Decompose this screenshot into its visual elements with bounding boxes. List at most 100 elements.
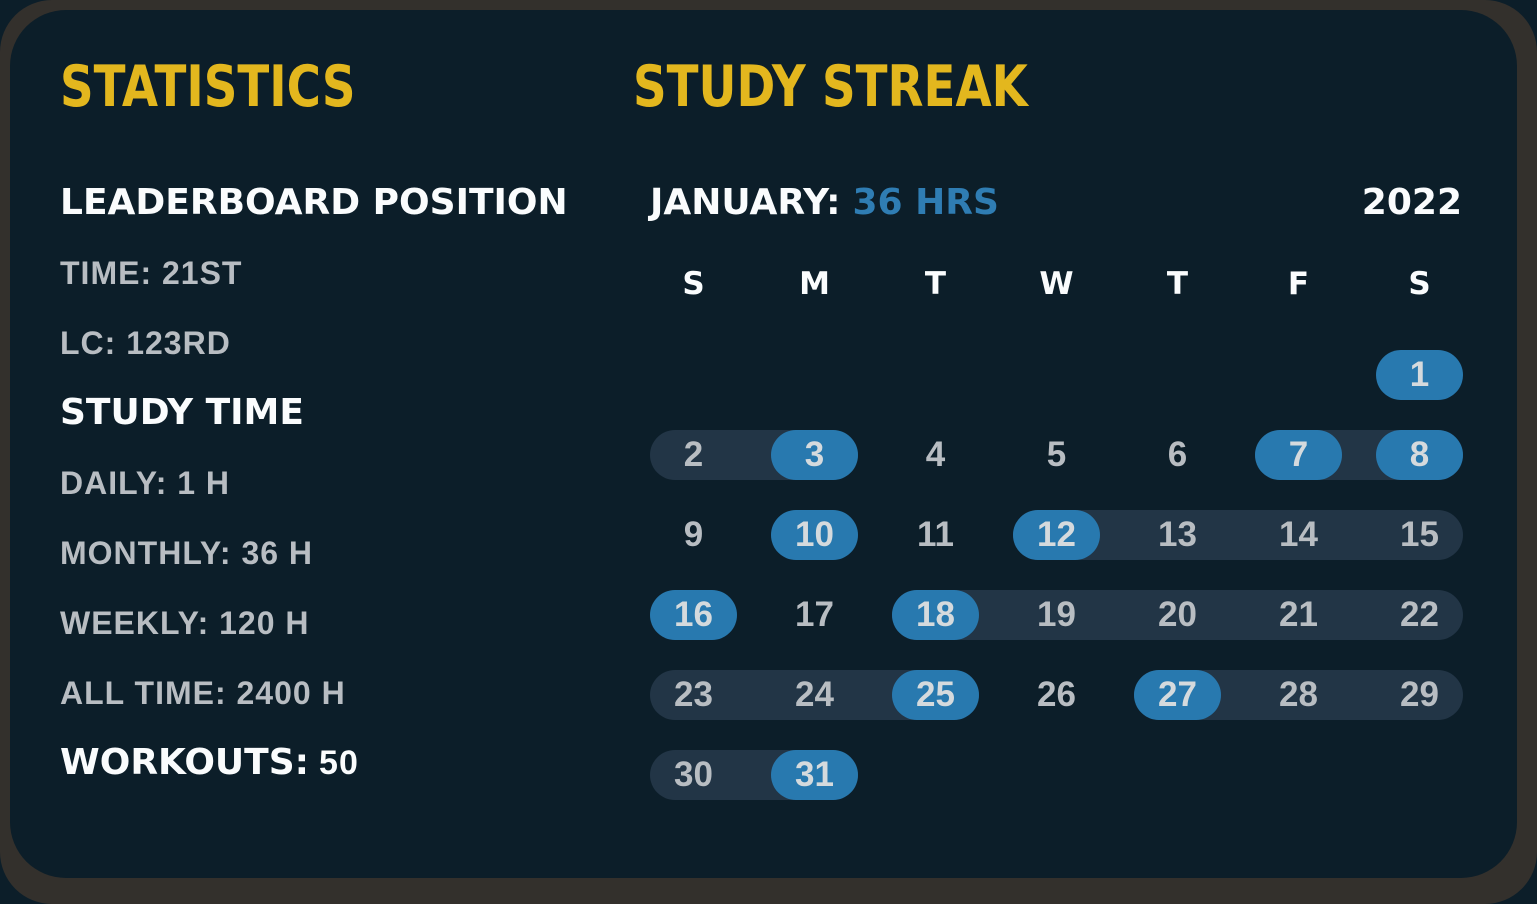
stat-label: ALL TIME: 2400 H bbox=[60, 675, 346, 711]
studied-day-pill: 25 bbox=[892, 670, 979, 720]
stat-row: WORKOUTS: 50 bbox=[60, 743, 620, 813]
calendar-day: 24 bbox=[754, 670, 875, 720]
calendar-day: 5 bbox=[996, 430, 1117, 480]
stat-row: ALL TIME: 2400 H bbox=[60, 673, 620, 743]
calendar-day: 20 bbox=[1117, 590, 1238, 640]
stats-card: STATISTICS LEADERBOARD POSITION TIME: 21S… bbox=[10, 10, 1517, 878]
day-number: 26 bbox=[1037, 675, 1076, 714]
calendar-week: 1 bbox=[633, 350, 1480, 400]
day-number: 6 bbox=[1167, 435, 1188, 474]
calendar-day: 8 bbox=[1359, 430, 1480, 480]
calendar-day-empty bbox=[996, 350, 1117, 400]
calendar-day: 23 bbox=[633, 670, 754, 720]
year-label: 2022 bbox=[1361, 182, 1462, 223]
stat-row: LC: 123RD bbox=[60, 323, 620, 393]
calendar-day: 30 bbox=[633, 750, 754, 800]
calendar-day: 16 bbox=[633, 590, 754, 640]
stat-section-heading: STUDY TIME bbox=[60, 392, 304, 433]
day-of-week-label: F bbox=[1287, 266, 1310, 302]
day-number: 13 bbox=[1158, 515, 1197, 554]
calendar-day: 3 bbox=[754, 430, 875, 480]
calendar-week: 9 10 11 12 13 14 15 bbox=[633, 510, 1480, 560]
stat-section-heading: LEADERBOARD POSITION bbox=[60, 182, 568, 223]
calendar-day-empty bbox=[1117, 750, 1238, 800]
calendar-day: 9 bbox=[633, 510, 754, 560]
calendar-week: 30 31 bbox=[633, 750, 1480, 800]
calendar-day: 15 bbox=[1359, 510, 1480, 560]
calendar-day-empty bbox=[996, 750, 1117, 800]
day-number: 14 bbox=[1279, 515, 1318, 554]
calendar-day-empty bbox=[633, 350, 754, 400]
calendar-day: 18 bbox=[875, 590, 996, 640]
studied-day-pill: 31 bbox=[771, 750, 858, 800]
calendar-day: 7 bbox=[1238, 430, 1359, 480]
day-number: 9 bbox=[683, 515, 704, 554]
calendar-day-empty bbox=[875, 350, 996, 400]
stat-row: MONTHLY: 36 H bbox=[60, 533, 620, 603]
day-number: 4 bbox=[925, 435, 946, 474]
calendar-day: 21 bbox=[1238, 590, 1359, 640]
studied-day-pill: 3 bbox=[771, 430, 858, 480]
calendar-week: 23 24 25 26 27 28 29 bbox=[633, 670, 1480, 720]
calendar-day: 2 bbox=[633, 430, 754, 480]
day-number: 22 bbox=[1400, 595, 1439, 634]
day-of-week-label: S bbox=[682, 266, 705, 302]
streak-bar bbox=[892, 590, 1463, 640]
day-number: 19 bbox=[1037, 595, 1076, 634]
stat-row: WEEKLY: 120 H bbox=[60, 603, 620, 673]
stat-row: STUDY TIME bbox=[60, 393, 620, 463]
studied-day-pill: 1 bbox=[1376, 350, 1463, 400]
stat-label: WEEKLY: 120 H bbox=[60, 605, 310, 641]
calendar-day: 19 bbox=[996, 590, 1117, 640]
calendar-day: 6 bbox=[1117, 430, 1238, 480]
stat-row: LEADERBOARD POSITION bbox=[60, 183, 620, 253]
stat-row: TIME: 21ST bbox=[60, 253, 620, 323]
statistics-rows: LEADERBOARD POSITION TIME: 21ST LC: 123RD S… bbox=[60, 183, 620, 813]
day-number: 5 bbox=[1046, 435, 1067, 474]
statistics-section: STATISTICS LEADERBOARD POSITION TIME: 21S… bbox=[60, 58, 620, 838]
studied-day-pill: 27 bbox=[1134, 670, 1221, 720]
calendar-day: 17 bbox=[754, 590, 875, 640]
calendar-day: 10 bbox=[754, 510, 875, 560]
day-number: 29 bbox=[1400, 675, 1439, 714]
day-of-week-label: W bbox=[1039, 266, 1074, 302]
day-number: 17 bbox=[795, 595, 834, 634]
day-number: 30 bbox=[674, 755, 713, 794]
month-summary-row: JANUARY: 36 HRS 2022 bbox=[650, 183, 1462, 225]
workouts-value: 50 bbox=[319, 744, 359, 782]
calendar-day-empty bbox=[754, 350, 875, 400]
calendar-day-empty bbox=[1117, 350, 1238, 400]
statistics-title: STATISTICS bbox=[60, 54, 356, 120]
day-number: 2 bbox=[683, 435, 704, 474]
day-number: 20 bbox=[1158, 595, 1197, 634]
day-of-week-label: M bbox=[799, 266, 830, 302]
study-streak-title: STUDY STREAK bbox=[633, 54, 1028, 120]
calendar-week: 16 17 18 19 20 21 22 bbox=[633, 590, 1480, 640]
calendar-day: 1 bbox=[1359, 350, 1480, 400]
calendar-day: 11 bbox=[875, 510, 996, 560]
month-label: JANUARY: bbox=[650, 182, 841, 223]
calendar-day: 14 bbox=[1238, 510, 1359, 560]
calendar-day: 12 bbox=[996, 510, 1117, 560]
day-number: 28 bbox=[1279, 675, 1318, 714]
day-number: 23 bbox=[674, 675, 713, 714]
calendar-day: 13 bbox=[1117, 510, 1238, 560]
stat-label: DAILY: 1 H bbox=[60, 465, 231, 501]
calendar-day-empty bbox=[1359, 750, 1480, 800]
day-of-week-label: S bbox=[1408, 266, 1431, 302]
studied-day-pill: 10 bbox=[771, 510, 858, 560]
stat-label: MONTHLY: 36 H bbox=[60, 535, 314, 571]
studied-day-pill: 18 bbox=[892, 590, 979, 640]
stat-label: LC: 123RD bbox=[60, 325, 231, 361]
day-number: 21 bbox=[1279, 595, 1318, 634]
calendar-day-empty bbox=[1238, 750, 1359, 800]
studied-day-pill: 7 bbox=[1255, 430, 1342, 480]
stat-row: DAILY: 1 H bbox=[60, 463, 620, 533]
studied-day-pill: 12 bbox=[1013, 510, 1100, 560]
day-number: 24 bbox=[795, 675, 834, 714]
calendar-day: 28 bbox=[1238, 670, 1359, 720]
